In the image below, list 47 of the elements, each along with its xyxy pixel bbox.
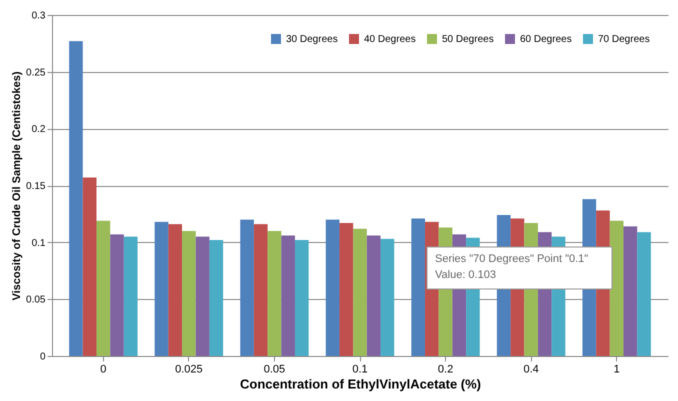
bar <box>240 220 254 356</box>
bar <box>326 220 340 356</box>
x-tick-label: 0.025 <box>175 364 203 376</box>
annotation: Value: 0.103 <box>435 269 496 281</box>
y-tick-label: 0.2 <box>32 124 46 136</box>
x-tick-label: 0.1 <box>352 364 368 376</box>
y-tick-label: 0.15 <box>26 181 46 192</box>
bar <box>154 222 168 356</box>
y-tick-label: 0.05 <box>26 294 46 306</box>
bar <box>254 224 268 356</box>
bar <box>366 236 381 356</box>
bar <box>196 236 210 356</box>
bar <box>69 41 83 356</box>
bar <box>610 220 624 356</box>
legend-label: 60 Degrees <box>520 34 572 45</box>
y-tick-label: 0 <box>40 352 46 362</box>
bar <box>168 224 182 356</box>
x-axis-title: Concentration of EthylVinylAcetate (%) <box>240 376 482 392</box>
y-tick-label: 0.3 <box>32 10 46 22</box>
y-tick-label: 0.25 <box>26 67 46 78</box>
y-tick-label: 0.1 <box>32 238 46 249</box>
x-tick-label: 1 <box>614 364 620 376</box>
bar <box>82 178 96 356</box>
x-tick-label: 0.2 <box>438 364 454 376</box>
bar <box>110 234 124 356</box>
bar <box>182 230 196 356</box>
bar <box>637 232 651 356</box>
bar <box>353 228 367 356</box>
x-tick-label: 0 <box>100 364 106 376</box>
x-tick-label: 0.4 <box>523 364 539 376</box>
bar <box>209 240 224 356</box>
bar <box>411 218 426 356</box>
legend-label: 30 Degrees <box>286 34 338 45</box>
annotation: Series "70 Degrees" Point "0.1" <box>435 253 588 265</box>
legend-label: 50 Degrees <box>442 34 494 45</box>
legend-label: 40 Degrees <box>364 34 416 45</box>
bar <box>380 238 394 356</box>
bar <box>281 236 295 356</box>
bar <box>268 230 282 356</box>
y-axis-title: Viscosity of Crude Oil Sample (Centistokes) <box>11 71 24 301</box>
bar <box>339 223 354 356</box>
bar <box>96 220 110 356</box>
x-tick-label: 0.05 <box>264 364 286 376</box>
bar <box>294 240 309 356</box>
bar <box>124 236 138 356</box>
legend-label: 70 Degrees <box>598 34 650 45</box>
bar <box>624 226 638 356</box>
